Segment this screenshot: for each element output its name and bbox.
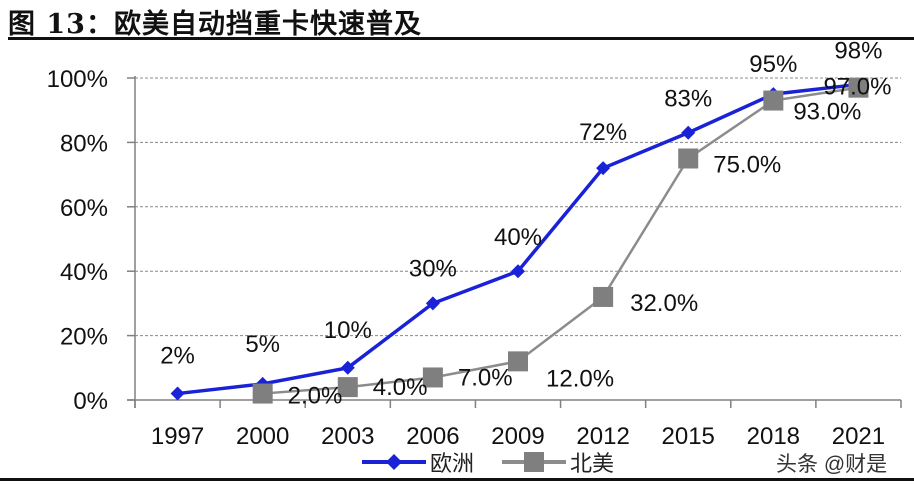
- chart-title: 图 13：欧美自动挡重卡快速普及: [8, 9, 422, 40]
- x-tick-label: 2003: [321, 423, 374, 450]
- europe-data-label: 30%: [409, 255, 457, 282]
- europe-data-label: 10%: [324, 317, 372, 344]
- diamond-line-icon: [362, 454, 426, 470]
- diamond-marker: [681, 125, 696, 140]
- square-marker: [593, 286, 614, 307]
- data-labels: 2% 5% 10% 30% 40% 72% 83% 95% 98% 2.0% 4.0% 7.0% 12.…: [160, 37, 891, 409]
- north-america-data-label: 4.0%: [373, 374, 428, 401]
- north-america-data-label: 97.0%: [823, 74, 891, 101]
- diamond-marker: [425, 296, 440, 311]
- y-tick-label: 100%: [47, 66, 108, 93]
- legend-label-north-america: 北美: [570, 451, 615, 476]
- legend: 欧洲 北美: [360, 446, 614, 478]
- europe-data-label: 2%: [160, 343, 195, 370]
- europe-data-label: 83%: [664, 86, 712, 113]
- square-marker: [508, 351, 528, 372]
- diamond-marker: [170, 386, 185, 401]
- y-tick-label: 0%: [73, 388, 108, 415]
- square-marker: [678, 148, 699, 169]
- bottom-divider: [0, 478, 914, 481]
- series-lines: [170, 77, 869, 404]
- europe-data-label: 72%: [579, 119, 627, 146]
- x-tick-label: 2009: [491, 423, 544, 450]
- square-marker: [848, 77, 869, 98]
- europe-data-label: 95%: [749, 51, 797, 78]
- diamond-marker: [596, 161, 611, 176]
- north-america-data-label: 2.0%: [288, 383, 343, 410]
- diamond-marker: [340, 360, 355, 375]
- square-marker: [422, 367, 443, 388]
- legend-label-europe: 欧洲: [430, 451, 475, 476]
- gridlines: [135, 77, 901, 337]
- diamond-marker: [511, 264, 525, 279]
- y-tick-label: 80%: [60, 130, 108, 157]
- y-tick-label: 20%: [60, 324, 108, 351]
- square-line-icon: [502, 452, 567, 472]
- x-tick-label: 2012: [576, 423, 629, 450]
- x-tick-label: 1997: [151, 423, 204, 450]
- title-divider: [8, 37, 914, 40]
- x-tick-label: 2018: [747, 423, 800, 450]
- legend-item-north-america[interactable]: 北美: [500, 446, 614, 478]
- y-axis-tick-labels: 0% 20% 40% 60% 80% 100%: [47, 66, 108, 415]
- x-tick-label: 2006: [406, 423, 459, 450]
- north-america-data-label: 32.0%: [630, 290, 698, 317]
- north-america-line: [262, 86, 859, 395]
- north-america-data-label: 93.0%: [793, 99, 861, 126]
- north-america-data-label: 75.0%: [713, 152, 781, 179]
- square-marker: [337, 377, 358, 398]
- europe-data-label: 98%: [834, 37, 882, 64]
- y-tick-label: 60%: [60, 195, 108, 222]
- square-marker: [252, 383, 273, 404]
- north-america-data-label: 7.0%: [458, 364, 513, 391]
- watermark: 头条 @财是: [776, 453, 888, 476]
- north-america-data-label: 12.0%: [546, 365, 614, 392]
- square-marker: [763, 90, 784, 111]
- x-axis-tick-labels: 1997 2000 2003 2006 2009 2012 2015 2018 2021: [151, 423, 885, 450]
- europe-data-label: 40%: [494, 224, 542, 251]
- x-tick-label: 2015: [662, 423, 715, 450]
- y-tick-label: 40%: [60, 259, 108, 286]
- x-tick-label: 2000: [236, 423, 289, 450]
- x-tick-label: 2021: [832, 423, 885, 450]
- legend-item-europe[interactable]: 欧洲: [360, 446, 474, 478]
- europe-data-label: 5%: [245, 331, 280, 358]
